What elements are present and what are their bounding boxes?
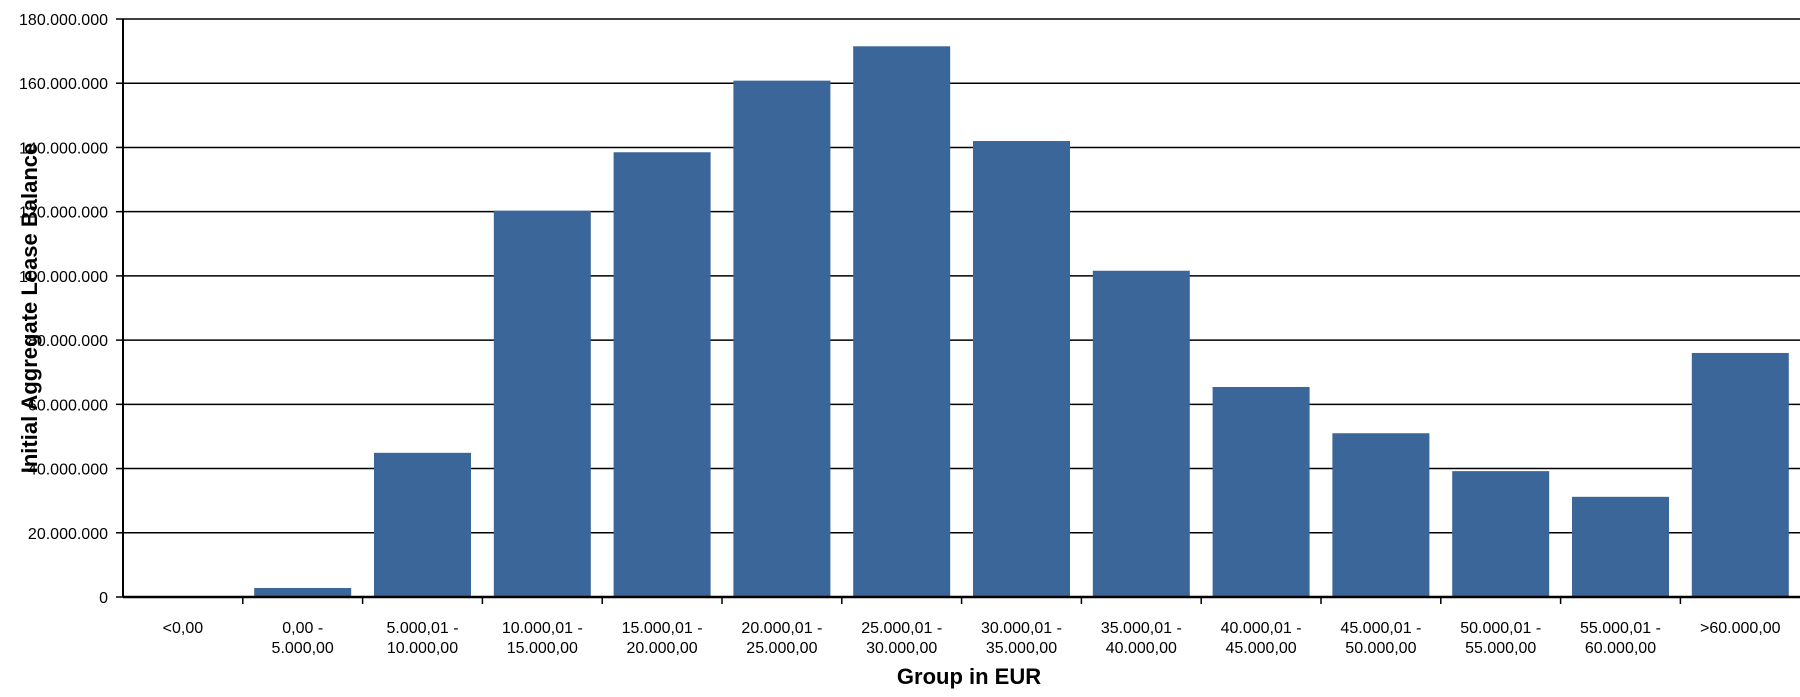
bar: [853, 46, 951, 598]
bar: [1572, 496, 1669, 597]
y-tick-label: 0: [99, 590, 108, 607]
x-tick-label: 0,00 -5.000,00: [272, 620, 334, 657]
y-tick-label: 100.000.000: [19, 269, 108, 286]
bar: [1452, 471, 1550, 597]
x-axis-title: Group in EUR: [897, 664, 1041, 689]
y-tick-label: 20.000.000: [28, 526, 108, 543]
x-tick-label: 50.000,01 -55.000,00: [1460, 620, 1541, 657]
bar: [374, 452, 471, 597]
x-tick-label: <0,00: [163, 620, 204, 637]
x-tick-labels: <0,00 0,00 -5.000,00 5.000,01 -10.000,00 10…: [163, 620, 1781, 657]
bar: [733, 80, 831, 598]
x-tick-label: 55.000,01 -60.000,00: [1580, 620, 1661, 657]
x-tick-label: 25.000,01 -30.000,00: [861, 620, 942, 657]
bar: [1691, 352, 1789, 597]
y-tick-label: 160.000.000: [19, 76, 108, 93]
x-tick-label: 15.000,01 -20.000,00: [622, 620, 703, 657]
bar: [254, 588, 352, 597]
y-tick-label: 120.000.000: [19, 205, 108, 222]
bar: [973, 141, 1070, 597]
x-tick-label: 20.000,01 -25.000,00: [741, 620, 822, 657]
bar: [493, 210, 591, 597]
x-tick-label: 35.000,01 -40.000,00: [1101, 620, 1182, 657]
x-tick-label: 30.000,01 -35.000,00: [981, 620, 1062, 657]
y-tick-label: 180.000.000: [19, 12, 108, 29]
x-tick-label: 40.000,01 -45.000,00: [1221, 620, 1302, 657]
x-tick-label: 5.000,01 -10.000,00: [386, 620, 458, 657]
x-tick-label: 45.000,01 -50.000,00: [1340, 620, 1421, 657]
bars: [254, 46, 1789, 598]
y-tick-labels: 0 20.000.000 40.000.000 60.000.000 80.000.00…: [19, 12, 108, 607]
y-tick-label: 60.000.000: [28, 397, 108, 414]
axes: [116, 18, 1800, 604]
y-axis-title: Initial Aggregate Lease Balance: [17, 143, 42, 474]
bar: [1212, 386, 1310, 597]
x-tick-label: >60.000,00: [1700, 620, 1781, 637]
bar: [1092, 270, 1190, 597]
bar: [1332, 433, 1430, 597]
y-tick-label: 140.000.000: [19, 140, 108, 157]
bar: [613, 152, 711, 597]
x-tick-label: 10.000,01 -15.000,00: [502, 620, 583, 657]
y-tick-label: 40.000.000: [28, 462, 108, 479]
y-tick-label: 80.000.000: [28, 333, 108, 350]
